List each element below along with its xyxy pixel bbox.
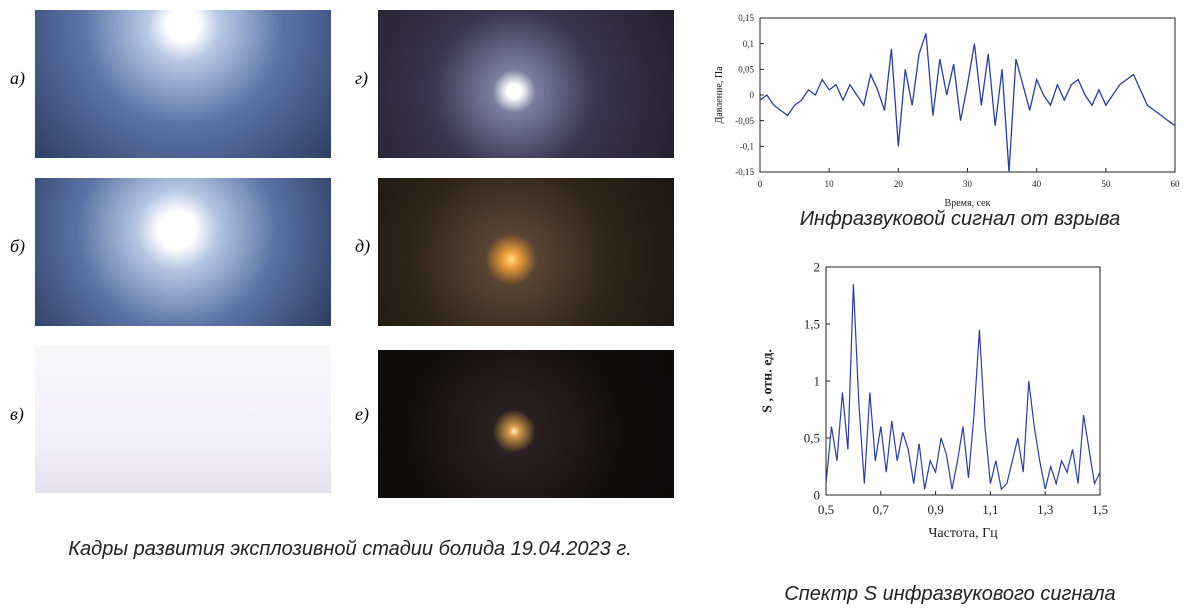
x-tick-label: 0,7 bbox=[873, 502, 890, 517]
x-axis-label: Частота, Гц bbox=[928, 526, 998, 541]
charts: -0,15-0,1-0,0500,050,10,150102030405060В… bbox=[0, 0, 1183, 608]
y-axis-label: S , отн. ед. bbox=[760, 349, 775, 413]
y-tick-label: 1,5 bbox=[804, 317, 820, 332]
y-tick-label: -0,05 bbox=[735, 116, 754, 126]
y-tick-label: -0,15 bbox=[735, 167, 754, 177]
x-tick-label: 1,3 bbox=[1037, 502, 1053, 517]
y-tick-label: 1 bbox=[814, 374, 821, 389]
x-axis-label: Время, сек bbox=[945, 198, 991, 209]
y-tick-label: 0,1 bbox=[743, 39, 754, 49]
x-tick-label: 30 bbox=[963, 179, 973, 189]
x-tick-label: 0,5 bbox=[818, 502, 834, 517]
x-tick-label: 40 bbox=[1032, 179, 1042, 189]
x-tick-label: 60 bbox=[1171, 179, 1181, 189]
page: а) б) в) г) д) е) Кадры развития эксплоз… bbox=[0, 0, 1183, 608]
y-tick-label: 2 bbox=[814, 260, 821, 275]
x-tick-label: 0,9 bbox=[927, 502, 943, 517]
plot-frame bbox=[826, 267, 1100, 495]
x-tick-label: 50 bbox=[1101, 179, 1111, 189]
y-tick-label: 0 bbox=[814, 488, 821, 503]
y-tick-label: 0 bbox=[750, 90, 755, 100]
y-axis-label: Давление, Па bbox=[714, 66, 725, 124]
x-tick-label: 10 bbox=[825, 179, 835, 189]
x-tick-label: 1,5 bbox=[1092, 502, 1108, 517]
x-tick-label: 0 bbox=[758, 179, 763, 189]
data-line bbox=[826, 284, 1100, 489]
data-line bbox=[760, 33, 1175, 172]
x-tick-label: 20 bbox=[894, 179, 904, 189]
y-tick-label: 0,05 bbox=[738, 64, 754, 74]
y-tick-label: 0,15 bbox=[738, 13, 754, 23]
x-tick-label: 1,1 bbox=[982, 502, 998, 517]
y-tick-label: -0,1 bbox=[740, 141, 754, 151]
y-tick-label: 0,5 bbox=[804, 431, 820, 446]
